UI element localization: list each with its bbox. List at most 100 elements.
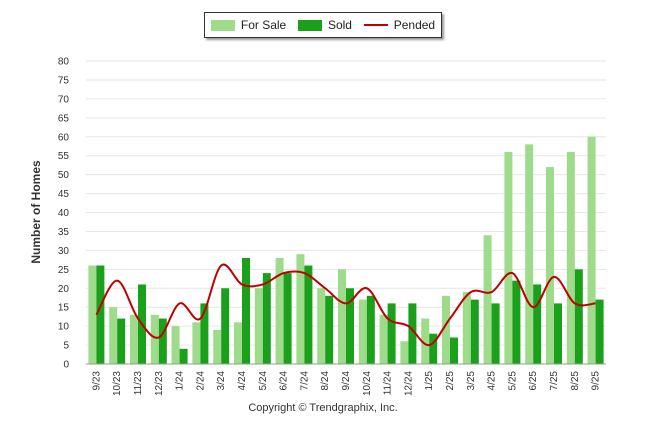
x-tick-label: 1/25 bbox=[424, 371, 435, 391]
y-tick-label: 15 bbox=[58, 303, 70, 314]
sold-bar bbox=[221, 288, 230, 364]
sold-bar bbox=[491, 303, 500, 364]
y-axis-label: Number of Homes bbox=[29, 160, 43, 264]
y-tick-label: 5 bbox=[63, 341, 69, 352]
x-tick-label: 4/24 bbox=[237, 371, 248, 391]
sold-bar bbox=[554, 303, 562, 364]
for-sale-bar bbox=[88, 265, 97, 364]
pended-line bbox=[95, 263, 596, 347]
sold-bar bbox=[346, 288, 354, 364]
sold-bar bbox=[158, 318, 167, 364]
for-sale-bar bbox=[109, 307, 118, 364]
x-tick-label: 6/25 bbox=[528, 371, 539, 391]
pended-line bbox=[95, 263, 596, 347]
y-tick-label: 25 bbox=[58, 265, 70, 276]
sold-bar bbox=[512, 280, 521, 364]
x-tick-label: 9/24 bbox=[341, 371, 352, 391]
y-tick-label: 35 bbox=[58, 227, 70, 238]
x-tick-label: 6/24 bbox=[279, 371, 290, 391]
x-tick-label: 9/23 bbox=[91, 371, 102, 391]
sold-bar bbox=[470, 299, 479, 364]
x-tick-label: 11/23 bbox=[133, 371, 144, 396]
legend: For Sale Sold Pended bbox=[204, 12, 442, 38]
x-tick-label: 8/24 bbox=[320, 371, 331, 391]
sold-bar bbox=[533, 284, 542, 364]
legend-swatch-for-sale bbox=[210, 19, 235, 31]
sold-bar bbox=[387, 303, 396, 364]
sold-bar bbox=[283, 273, 292, 364]
x-tick-label: 2/24 bbox=[195, 371, 206, 391]
y-tick-label: 30 bbox=[58, 246, 70, 257]
sold-bar bbox=[408, 303, 417, 364]
for-sale-bar bbox=[296, 254, 305, 364]
for-sale-bar bbox=[150, 314, 159, 364]
y-tick-label: 10 bbox=[58, 322, 70, 333]
sold-bar bbox=[304, 265, 313, 364]
sold-bar bbox=[96, 265, 105, 364]
sold-bar bbox=[200, 303, 209, 364]
for-sale-bar bbox=[587, 136, 596, 364]
for-sale-bar bbox=[358, 299, 367, 364]
legend-item-sold[interactable]: Sold bbox=[297, 18, 352, 32]
y-tick-label: 0 bbox=[63, 360, 69, 371]
y-tick-label: 80 bbox=[58, 57, 70, 68]
x-tick-label: 12/23 bbox=[154, 371, 165, 396]
x-tick-label: 7/25 bbox=[549, 371, 560, 391]
x-tick-label: 5/24 bbox=[258, 371, 269, 391]
y-tick-label: 60 bbox=[58, 132, 70, 143]
sold-bar bbox=[595, 299, 604, 364]
legend-label-for-sale: For Sale bbox=[240, 18, 287, 32]
for-sale-bar bbox=[566, 151, 575, 364]
for-sale-bar bbox=[130, 314, 138, 364]
y-tick-label: 75 bbox=[58, 75, 70, 86]
for-sale-bar bbox=[213, 329, 222, 364]
x-tick-label: 10/24 bbox=[362, 371, 373, 396]
y-tick-label: 40 bbox=[58, 208, 70, 219]
for-sale-bar bbox=[525, 144, 534, 364]
legend-item-for-sale[interactable]: For Sale bbox=[210, 18, 287, 32]
x-tick-label: 3/24 bbox=[216, 371, 227, 391]
y-axis-ticks: 0 5 10 15 20 25 30 35 40 45 50 55 60 65 70 75 80 bbox=[58, 57, 70, 371]
for-sale-bar bbox=[400, 341, 409, 364]
sold-bar bbox=[179, 348, 188, 364]
legend-swatch-sold bbox=[297, 19, 322, 31]
x-tick-label: 5/25 bbox=[507, 371, 518, 391]
copyright-text: Copyright © Trendgraphix, Inc. bbox=[248, 402, 398, 414]
y-tick-label: 45 bbox=[58, 189, 70, 200]
for-sale-bar bbox=[317, 288, 326, 364]
for-sale-bar bbox=[171, 326, 180, 364]
for-sale-bar bbox=[192, 322, 201, 364]
sold-bar bbox=[262, 273, 271, 364]
for-sale-bar bbox=[275, 257, 284, 364]
for-sale-bar bbox=[379, 314, 388, 364]
x-tick-label: 8/25 bbox=[570, 371, 581, 391]
for-sale-bar bbox=[234, 322, 242, 364]
legend-item-pended[interactable]: Pended bbox=[363, 18, 435, 32]
x-tick-label: 9/25 bbox=[591, 371, 602, 391]
sold-bar bbox=[242, 257, 250, 364]
y-tick-label: 20 bbox=[58, 284, 70, 295]
for-sale-bar bbox=[338, 269, 346, 364]
sold-bar bbox=[366, 295, 375, 364]
x-tick-label: 11/24 bbox=[383, 371, 394, 396]
y-tick-label: 70 bbox=[58, 94, 70, 105]
y-tick-label: 65 bbox=[58, 113, 70, 124]
y-tick-label: 50 bbox=[58, 170, 70, 181]
legend-label-sold: Sold bbox=[327, 18, 352, 32]
for-sale-bar bbox=[483, 235, 492, 364]
x-tick-label: 3/25 bbox=[466, 371, 477, 391]
legend-swatch-pended bbox=[363, 24, 388, 26]
x-tick-label: 12/24 bbox=[403, 371, 414, 396]
sold-bar bbox=[117, 318, 126, 364]
for-sale-bar bbox=[462, 292, 471, 364]
sold-bar bbox=[325, 295, 334, 364]
bars bbox=[88, 136, 604, 364]
for-sale-bar bbox=[546, 167, 554, 364]
sold-bar bbox=[450, 337, 458, 364]
x-tick-label: 4/25 bbox=[487, 371, 498, 391]
x-axis-ticks: 9/23 10/23 11/23 12/23 1/24 2/24 3/24 4/24 5/24 6… bbox=[91, 371, 601, 396]
for-sale-bar bbox=[504, 151, 513, 364]
y-tick-label: 55 bbox=[58, 151, 70, 162]
for-sale-bar bbox=[442, 295, 450, 364]
